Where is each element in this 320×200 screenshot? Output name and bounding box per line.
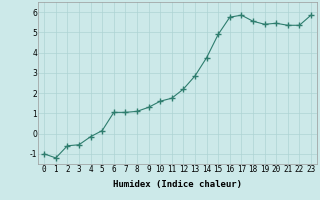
X-axis label: Humidex (Indice chaleur): Humidex (Indice chaleur): [113, 180, 242, 189]
